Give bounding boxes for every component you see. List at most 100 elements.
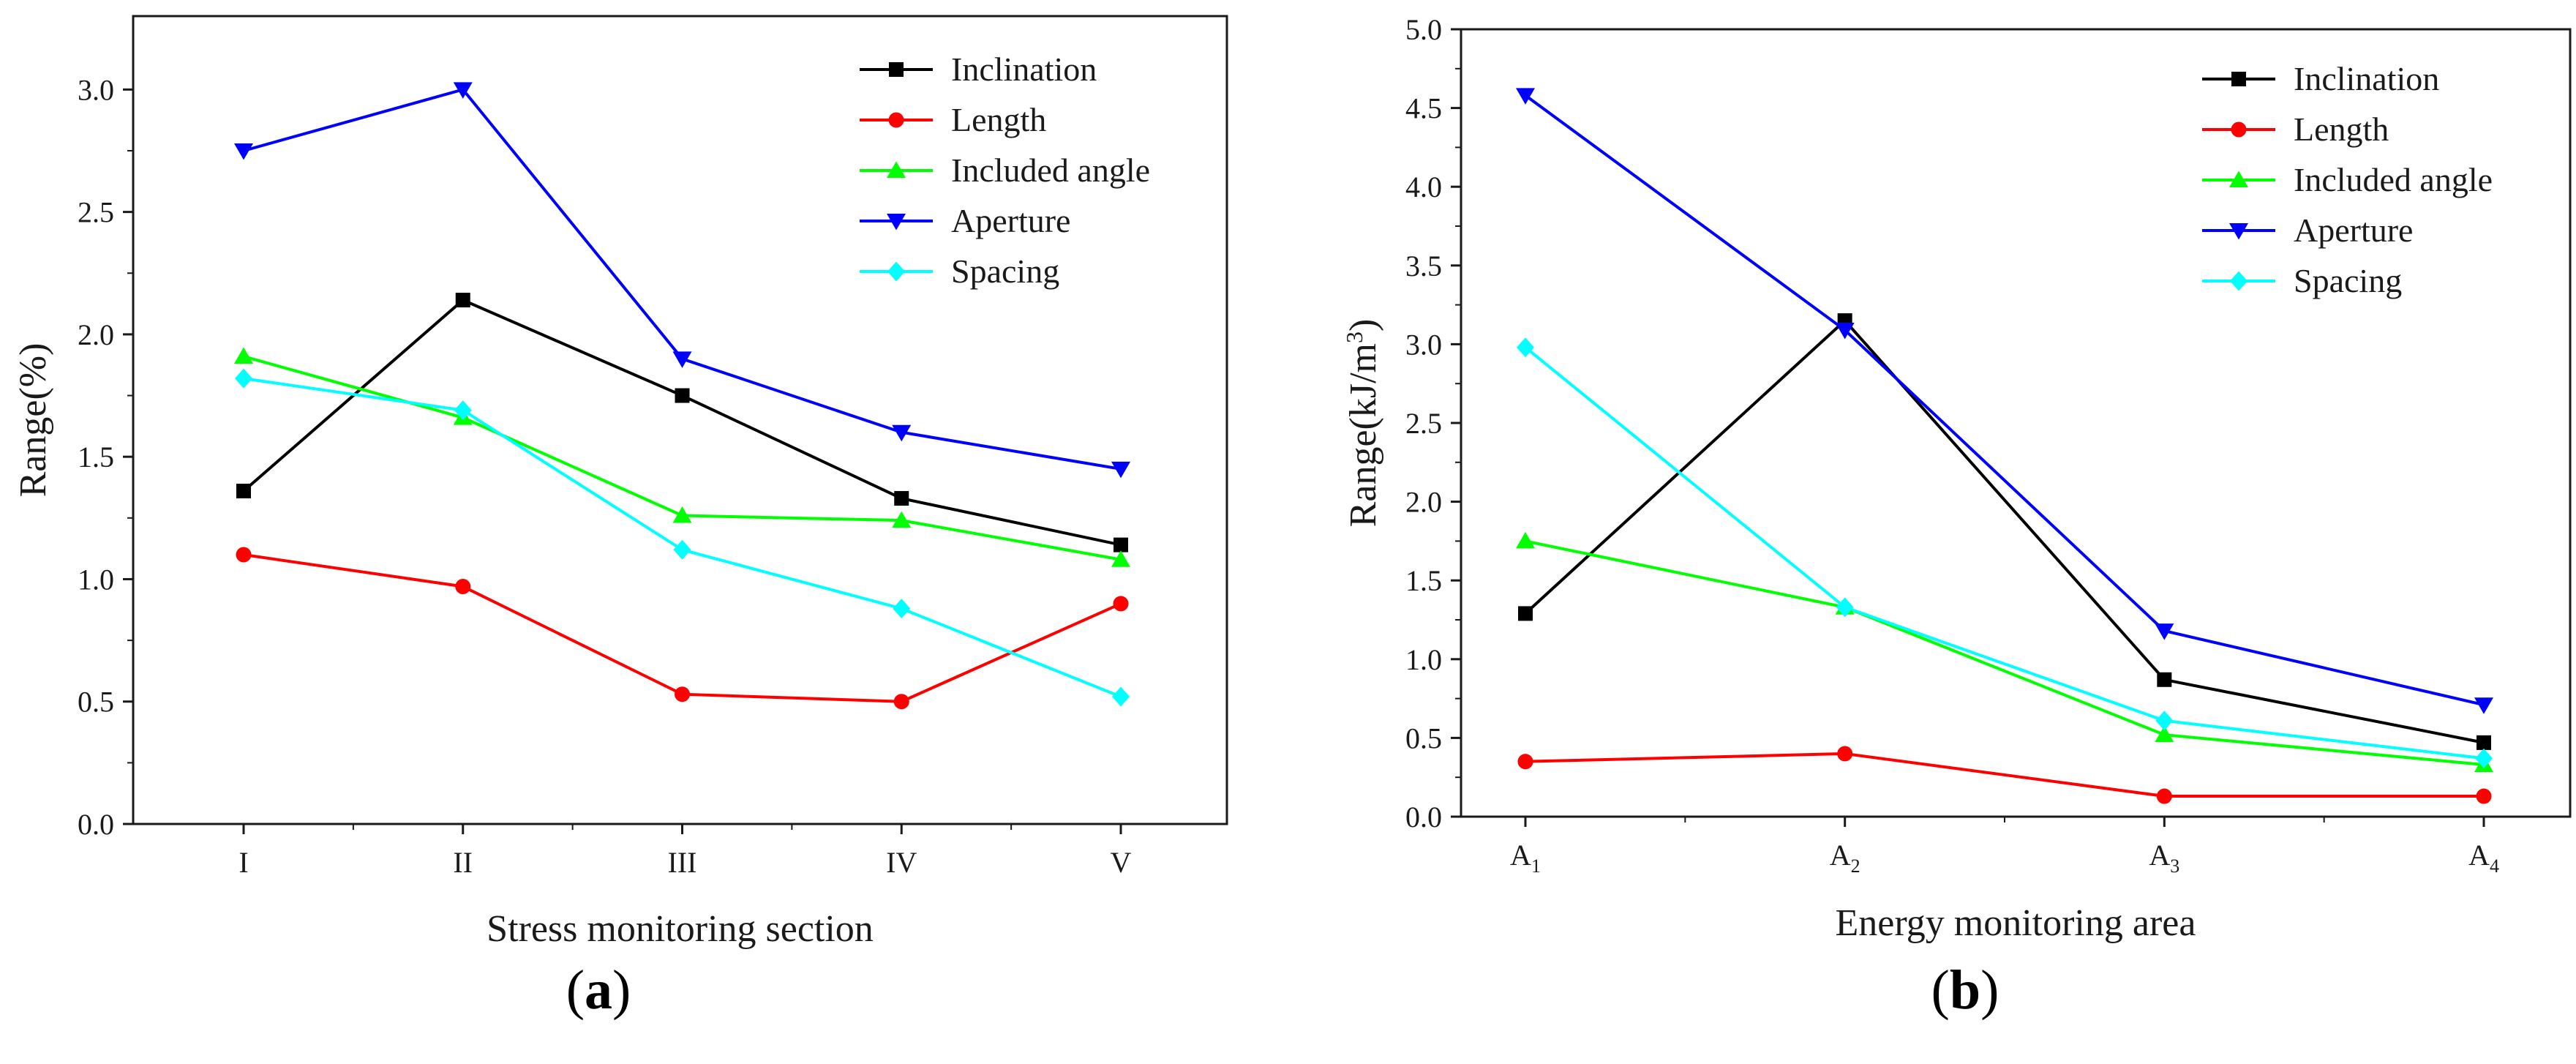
chart-b-series-line-4	[1524, 346, 2485, 760]
chart-b-legend-marker-2	[2229, 171, 2248, 187]
chart-a-series-3-point	[672, 351, 692, 368]
chart-b-x-tick-base: A	[1510, 839, 1531, 872]
panel-label-a-open: (	[566, 959, 585, 1021]
chart-b-series-3-point	[1516, 88, 1535, 105]
chart-b-x-tick-label: A4	[2468, 839, 2499, 877]
chart-b-series-4-point	[2475, 748, 2493, 768]
chart-b-x-tick-base: A	[2468, 839, 2490, 872]
chart-b-y-tick-label: 0.0	[1405, 801, 1442, 833]
chart-a-x-tick-label: II	[453, 846, 473, 879]
chart-b-legend-marker-3	[2229, 223, 2248, 240]
chart-b-legend-label-4: Spacing	[2294, 262, 2402, 299]
chart-b-series-1-point	[1837, 746, 1853, 762]
chart-a-series-0-point	[236, 484, 251, 499]
chart-a-series-3-point	[1111, 461, 1130, 479]
chart-b-series-0-point	[1518, 606, 1533, 621]
chart-b-y-tick-label: 4.5	[1405, 92, 1442, 125]
chart-b-y-tick-label: 1.5	[1405, 564, 1442, 597]
chart-a-legend-marker-2	[887, 161, 906, 178]
chart-a-series-2-point	[1111, 550, 1130, 567]
chart-a-y-tick-label: 1.5	[78, 441, 114, 473]
chart-a-y-tick-label: 0.5	[78, 686, 114, 719]
chart-a-x-tick-label: IV	[886, 846, 917, 879]
chart-b-plot-frame	[1460, 28, 2572, 818]
panel-label-b-close: )	[1980, 959, 1999, 1021]
chart-b-x-tick-base: A	[2149, 839, 2170, 872]
chart-b-legend-label-3: Aperture	[2294, 211, 2413, 249]
chart-b-legend-marker-0	[2231, 72, 2246, 86]
chart-a-y-tick-label: 2.5	[78, 196, 114, 229]
chart-a-series-3-point	[234, 143, 253, 160]
chart-a-x-tick-label: I	[239, 846, 248, 879]
chart-a-y-tick-label: 1.0	[78, 563, 114, 596]
chart-a-series-2-point	[672, 506, 692, 523]
chart-b-series-4-point	[2155, 711, 2174, 731]
chart-a-series-1-point	[675, 686, 690, 703]
chart-b-legend-label-1: Length	[2294, 110, 2389, 148]
chart-b-series-1-point	[2156, 788, 2172, 804]
chart-b-y-axis-title-end: )	[1343, 319, 1384, 331]
chart-b-series-3-point	[2155, 623, 2174, 640]
chart-a-legend-label-3: Aperture	[951, 202, 1070, 239]
chart-b-y-tick-label: 5.0	[1405, 13, 1442, 46]
chart-b-series-line-3	[1524, 94, 2485, 707]
chart-b-x-axis-title: Energy monitoring area	[1836, 902, 2196, 944]
chart-a-x-tick-label: III	[668, 846, 697, 879]
chart-b-y-tick-label: 2.5	[1405, 407, 1442, 440]
chart-b-y-tick-label: 3.0	[1405, 328, 1442, 361]
chart-b-x-tick-base: A	[1830, 839, 1851, 872]
chart-a-series-line-2	[243, 355, 1122, 561]
chart-b-legend-label-2: Included angle	[2294, 161, 2493, 198]
panel-label-a: (a)	[525, 959, 672, 1022]
chart-a-legend-label-2: Included angle	[951, 151, 1150, 189]
chart-b-x-tick-label: A1	[1510, 839, 1541, 877]
chart-b-legend-marker-4	[2230, 271, 2248, 291]
chart-b-y-axis-title: Range(kJ/m3)	[1341, 319, 1384, 528]
chart-a-legend-label-4: Spacing	[951, 252, 1059, 290]
chart-a-series-2-point	[892, 511, 912, 528]
chart-a-y-tick-label: 2.0	[78, 318, 114, 351]
chart-a-legend-marker-0	[889, 62, 904, 77]
chart-a-y-axis-title: Range(%)	[12, 343, 54, 498]
chart-b-x-tick-sub: 1	[1531, 855, 1541, 877]
chart-a-series-line-1	[243, 553, 1122, 703]
chart-a-series-1-point	[1113, 596, 1129, 612]
chart-a-series-3-point	[892, 424, 912, 442]
chart-b-x-tick-sub: 2	[1851, 855, 1860, 877]
chart-a-legend-marker-1	[888, 112, 904, 128]
chart-a-series-4-point	[893, 599, 911, 619]
chart-b-y-axis-title-base: Range(kJ/m	[1343, 343, 1384, 527]
panel-label-b-open: (	[1931, 959, 1950, 1021]
chart-b-x-tick-sub: 4	[2490, 855, 2499, 877]
chart-b-x-tick-sub: 3	[2170, 855, 2179, 877]
panel-label-a-letter: a	[585, 959, 612, 1021]
chart-b-series-1-point	[2476, 788, 2492, 804]
chart-a-series-4-point	[235, 368, 252, 389]
chart-b-x-tick-label: A2	[1830, 839, 1860, 877]
chart-b-x-tick-label: A3	[2149, 839, 2179, 877]
chart-b-series-line-2	[1525, 539, 2485, 766]
panel-label-b-letter: b	[1949, 959, 1981, 1021]
chart-b-series-3-point	[1835, 323, 1855, 340]
chart-b-series-1-point	[1517, 754, 1533, 770]
chart-a-series-4-point	[1112, 686, 1130, 707]
chart-panel-b: 0.00.51.01.52.02.53.03.54.04.55.0A1 A2 A3 A…	[1341, 13, 2572, 944]
panel-label-b: (b)	[1892, 959, 2038, 1022]
chart-a-series-0-point	[455, 293, 470, 308]
chart-a-plot-frame	[132, 15, 1228, 825]
chart-b-y-tick-label: 1.0	[1405, 643, 1442, 676]
chart-b-series-2-point	[2155, 725, 2174, 743]
chart-b-y-tick-label: 2.0	[1405, 486, 1442, 519]
chart-b-series-line-0	[1524, 318, 2485, 744]
chart-a-series-4-point	[673, 539, 691, 560]
chart-b-y-tick-label: 3.5	[1405, 250, 1442, 282]
chart-a-series-4-point	[454, 400, 472, 421]
chart-a-series-1-point	[893, 694, 909, 710]
chart-b-series-4-point	[1836, 597, 1854, 618]
chart-a-legend-label-0: Inclination	[951, 50, 1097, 88]
chart-b-series-0-point	[2477, 735, 2491, 750]
chart-b-series-2-point	[1516, 531, 1535, 549]
chart-a-series-0-point	[1114, 537, 1128, 552]
chart-b-legend-marker-1	[2231, 121, 2247, 138]
